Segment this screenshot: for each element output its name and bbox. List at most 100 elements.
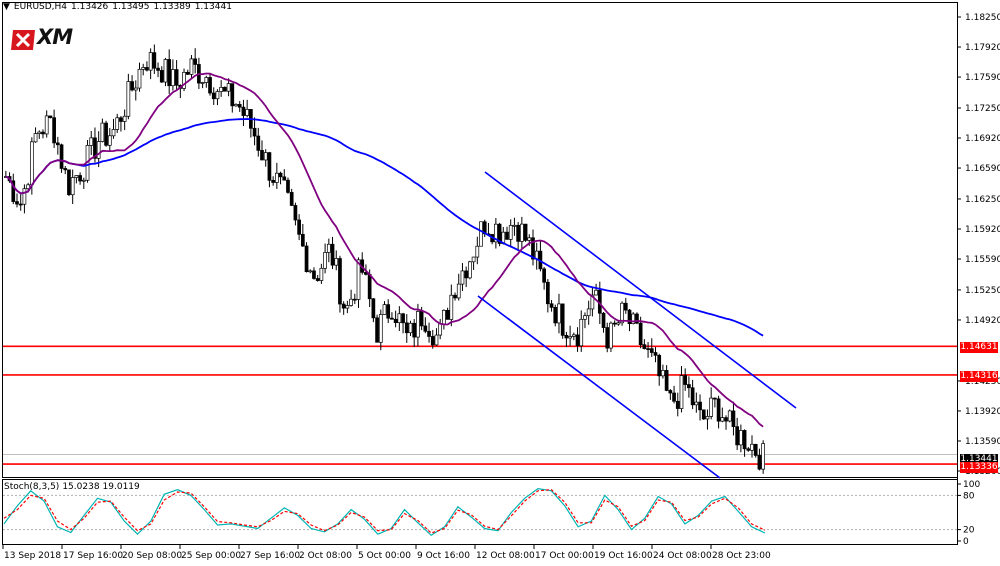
candle-body [48,115,53,119]
candle-body [345,305,350,309]
candle-body [22,188,27,205]
candle-body [642,344,647,349]
candle-body [583,315,587,320]
candle-body [386,304,391,319]
candle-body [761,443,765,470]
candle-body [260,150,264,161]
candle-body [594,289,598,296]
y-tick-label: 1.16590 [965,164,1000,174]
y-tick-label: 1.16920 [965,134,1000,144]
candle-body [545,281,550,305]
candle-body [449,294,454,320]
candle-body [382,304,387,315]
candle-body [494,223,498,243]
candle-body [479,221,483,247]
candle-body [330,243,335,266]
candle-body [52,117,56,144]
candle-body [356,259,361,300]
candle-body [505,231,509,240]
candle-body [171,69,175,87]
candle-body [724,417,728,422]
candle-body [549,303,554,308]
candle-body [267,152,272,181]
candle-body [15,201,19,205]
candle-body [742,430,747,450]
x-tick-label: 9 Oct 16:00 [417,551,470,561]
candle-body [690,387,695,406]
candle-body [211,92,216,100]
xm-logo-mark-icon [11,29,35,50]
candle-body [668,390,673,394]
candle-body [271,179,275,183]
candle-body [11,180,16,202]
candle-body [694,401,699,406]
chart-header: ▼ EURUSD,H4 1.13426 1.13495 1.13389 1.13441 [3,2,236,12]
candle-body [464,270,469,279]
candle-body [638,322,643,346]
candle-body [497,223,502,244]
candle-body [230,83,235,107]
candle-body [226,83,231,92]
candle-body [605,327,610,349]
candle-body [620,302,624,324]
candle-body [542,268,546,283]
x-tick-label: 17 Oct 00:00 [535,551,594,561]
y-tick-label: 1.16250 [965,195,1000,205]
y-tick-label: 1.17590 [965,73,1000,83]
symbol-label: EURUSD,H4 [13,2,68,12]
stoch-signal-line [3,489,766,534]
candle-body [553,307,558,324]
candle-body [174,69,179,86]
candle-body [709,397,714,417]
candle-body [390,317,394,320]
stoch-signal-value: 19.0119 [102,482,140,492]
candle-body [141,67,146,70]
candle-body [115,117,120,130]
candle-body [133,87,138,91]
candle-body [256,135,261,151]
y-tick-label: 1.14920 [965,316,1000,326]
y-tick-label: 1.13590 [965,437,1000,447]
x-tick-label: 2 Oct 08:00 [299,551,352,561]
candle-body [609,322,613,349]
candle-body [401,313,405,324]
candle-body [416,311,420,338]
candle-body [148,52,153,71]
stoch-tick-label: 100 [963,480,980,490]
candle-body [104,122,108,146]
candle-body [590,294,595,310]
candle-body [375,317,379,343]
y-tick-label: 1.13920 [965,407,1000,417]
candle-body [41,131,45,135]
candle-body [471,256,476,263]
candle-body [349,298,353,306]
candle-body [397,313,402,323]
candle-body [408,322,413,334]
candle-body [300,233,305,247]
candle-body [527,237,532,241]
candle-body [111,129,116,137]
collapse-triangle-icon[interactable]: ▼ [3,2,10,12]
candle-body [520,223,524,242]
level-tag-3: 1.13336 [960,462,998,473]
level-tag-2: 1.14316 [960,371,998,382]
candle-body [657,354,662,377]
slow-ma-line [5,118,764,337]
candle-body [430,336,435,346]
candle-body [423,325,428,332]
candle-body [456,283,461,299]
candle-body [664,370,669,391]
candle-body [59,144,64,169]
stoch-label: Stoch(8,3,5) 15.0238 19.0119 [4,482,143,492]
candle-body [289,192,294,206]
y-tick-label: 1.15920 [965,225,1000,235]
candle-body [223,86,227,92]
candle-body [653,352,658,356]
candle-body [334,258,339,266]
candle-body [26,184,30,190]
candle-body [516,224,520,242]
candle-body [286,179,290,193]
candle-body [215,91,220,100]
candle-body [338,258,342,305]
candle-body [55,142,60,146]
